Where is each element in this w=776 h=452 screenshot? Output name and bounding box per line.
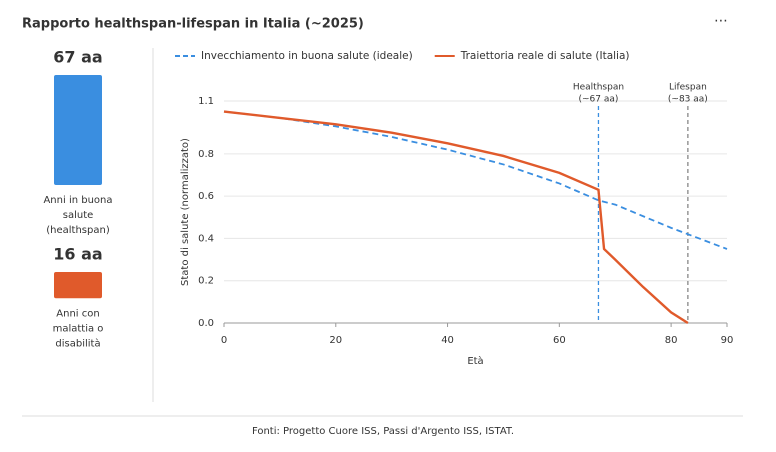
- x-tick-label: 80: [665, 335, 678, 346]
- y-axis-label: Stato di salute (normalizzato): [180, 138, 191, 286]
- series-line: [223, 110, 689, 325]
- x-tick-label: 90: [721, 335, 734, 346]
- summary-label: Anni con: [56, 308, 99, 319]
- legend-label: Traiettoria reale di salute (Italia): [460, 50, 630, 62]
- x-tick-label: 60: [553, 335, 566, 346]
- series-line: [223, 110, 728, 250]
- menu-button[interactable]: ⋯: [714, 13, 728, 29]
- y-tick-label: 0.2: [198, 276, 214, 287]
- annotation-label: (~83 aa): [668, 95, 708, 105]
- summary-label: malattia o: [53, 323, 104, 334]
- y-tick-label: 0.8: [198, 149, 214, 160]
- y-tick-label: 1.1: [198, 96, 214, 107]
- summary-bar: [54, 75, 102, 185]
- footer: Fonti: Progetto Cuore ISS, Passi d'Argen…: [252, 426, 514, 437]
- y-tick-label: 0.4: [198, 233, 214, 244]
- x-tick-label: 0: [221, 335, 227, 346]
- annotation-label: (~67 aa): [578, 95, 618, 105]
- summary-value: 67 aa: [53, 48, 102, 67]
- title: Rapporto healthspan-lifespan in Italia (…: [22, 17, 364, 32]
- y-tick-label: 0.6: [198, 191, 214, 202]
- x-axis-label: Età: [467, 355, 483, 367]
- x-tick-label: 40: [441, 335, 454, 346]
- x-tick-label: 20: [329, 335, 342, 346]
- summary-label: (healthspan): [46, 225, 110, 236]
- summary-label: salute: [63, 210, 94, 221]
- summary-label: Anni in buona: [43, 195, 112, 206]
- summary-label: disabilità: [55, 337, 100, 349]
- legend-label: Invecchiamento in buona salute (ideale): [201, 50, 413, 62]
- annotation-label: Healthspan: [573, 83, 624, 93]
- summary-bar: [54, 272, 102, 299]
- annotation-label: Lifespan: [669, 83, 707, 93]
- summary-value: 16 aa: [53, 245, 102, 264]
- y-tick-label: 0.0: [198, 318, 214, 329]
